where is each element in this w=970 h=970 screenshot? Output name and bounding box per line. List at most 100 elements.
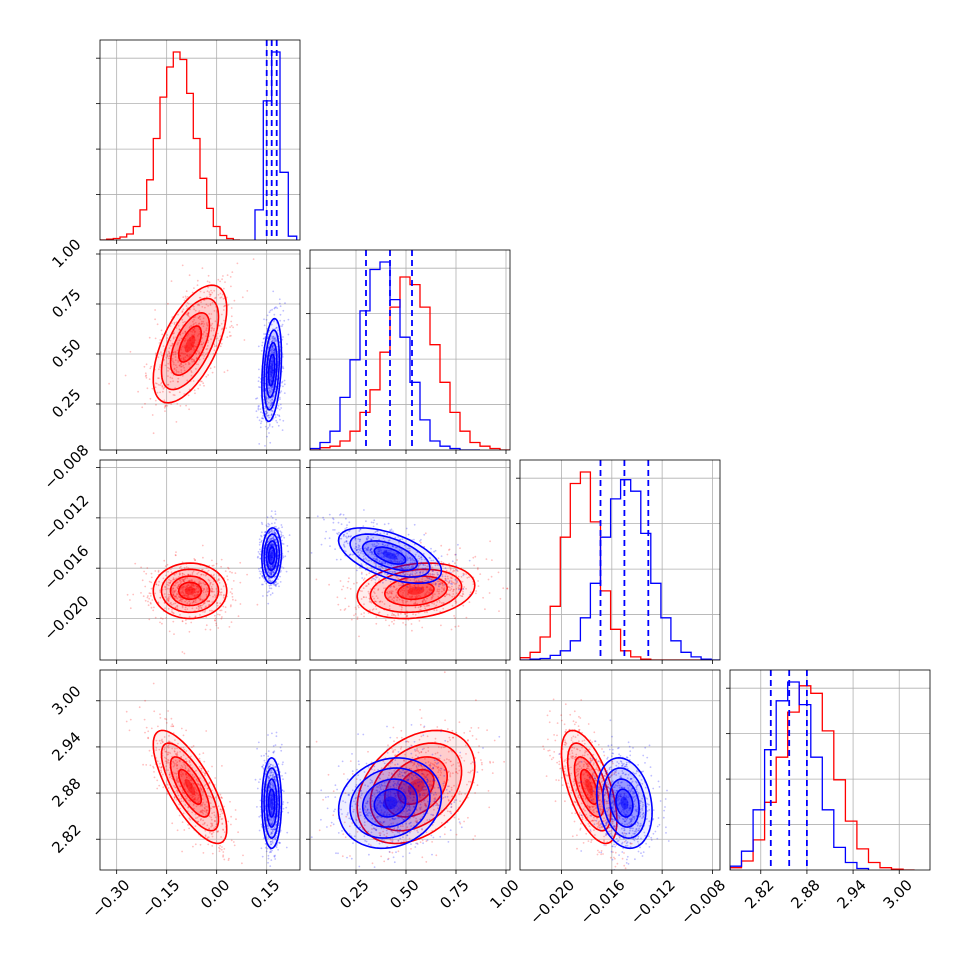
- red-sample-point: [201, 333, 204, 336]
- red-sample-point: [187, 573, 190, 576]
- red-sample-point: [455, 578, 457, 580]
- red-sample-point: [205, 327, 208, 330]
- red-sample-point: [168, 578, 170, 581]
- red-sample-point: [225, 327, 228, 330]
- red-sample-point: [230, 823, 232, 826]
- blue-sample-point: [272, 571, 275, 574]
- red-sample-point: [202, 317, 205, 320]
- blue-contour: [261, 317, 283, 423]
- blue-sample-point: [273, 349, 275, 352]
- red-sample-point: [239, 581, 242, 584]
- red-sample-point: [359, 590, 361, 592]
- red-sample-point: [164, 404, 167, 407]
- red-sample-point: [172, 594, 175, 597]
- red-sample-point: [171, 377, 174, 380]
- red-sample-point: [414, 572, 417, 575]
- red-sample-point: [346, 586, 349, 589]
- red-sample-point: [220, 313, 223, 316]
- red-sample-point: [369, 609, 371, 612]
- blue-sample-point: [269, 580, 272, 583]
- red-sample-point: [170, 580, 173, 582]
- red-sample-point: [182, 296, 185, 299]
- blue-sample-point: [278, 415, 281, 418]
- red-sample-point: [172, 361, 175, 364]
- blue-sample-point: [271, 571, 274, 574]
- blue-sample-point: [282, 543, 285, 545]
- blue-sample-point: [270, 571, 272, 573]
- red-sample-point: [171, 344, 174, 346]
- blue-sample-point: [434, 549, 437, 552]
- blue-sample-point: [338, 531, 340, 534]
- red-sample-point: [198, 351, 201, 354]
- blue-sample-point: [271, 348, 273, 351]
- red-sample-point: [178, 391, 181, 394]
- red-sample-point: [224, 304, 227, 307]
- red-sample-point: [369, 600, 372, 603]
- blue-sample-point: [263, 754, 265, 757]
- red-sample-point: [190, 374, 193, 377]
- blue-sample-point: [454, 553, 457, 556]
- red-sample-point: [182, 579, 184, 582]
- blue-sample-point: [260, 570, 263, 573]
- red-sample-point: [396, 558, 399, 561]
- blue-sample-point: [462, 588, 465, 590]
- red-sample-point: [153, 776, 156, 779]
- blue-sample-point: [270, 559, 272, 561]
- red-sample-point: [455, 592, 458, 595]
- red-sample-point: [191, 579, 193, 581]
- blue-sample-point: [281, 381, 283, 384]
- red-sample-point: [205, 329, 208, 331]
- red-sample-point: [211, 601, 214, 603]
- red-sample-point: [187, 394, 190, 397]
- red-sample-point: [169, 376, 172, 379]
- red-sample-point: [198, 753, 201, 756]
- red-sample-point: [184, 606, 187, 609]
- red-sample-point: [406, 615, 408, 617]
- red-sample-point: [234, 224, 236, 226]
- red-sample-point: [408, 586, 410, 589]
- red-sample-point: [172, 578, 175, 581]
- red-sample-point: [392, 623, 395, 625]
- blue-sample-point: [277, 404, 280, 407]
- red-sample-point: [475, 590, 478, 592]
- blue-sample-point: [279, 575, 281, 578]
- red-sample-point: [181, 606, 184, 609]
- blue-sample-point: [273, 531, 276, 533]
- red-sample-point: [395, 588, 397, 591]
- blue-sample-point: [270, 587, 273, 590]
- blue-sample-point: [361, 577, 364, 579]
- blue-sample-point: [260, 755, 263, 757]
- blue-sample-point: [274, 510, 277, 513]
- red-sample-point: [213, 590, 215, 593]
- red-sample-point: [199, 315, 201, 318]
- red-sample-point: [220, 322, 223, 325]
- blue-sample-point: [264, 531, 267, 533]
- blue-sample-point: [271, 564, 274, 567]
- red-sample-point: [214, 297, 216, 300]
- red-sample-point: [424, 594, 426, 597]
- red-sample-point: [154, 382, 157, 385]
- blue-sample-point: [271, 409, 273, 412]
- red-sample-point: [405, 615, 408, 618]
- red-sample-point: [391, 592, 393, 595]
- red-sample-point: [454, 562, 456, 565]
- red-sample-point: [213, 366, 216, 368]
- red-sample-point: [209, 295, 211, 298]
- red-sample-point: [430, 563, 432, 566]
- blue-sample-point: [271, 345, 274, 348]
- blue-sample-point: [268, 531, 271, 534]
- red-sample-point: [171, 822, 174, 825]
- red-sample-point: [178, 595, 180, 597]
- blue-sample-point: [320, 543, 323, 546]
- red-sample-point: [375, 608, 378, 610]
- blue-sample-point: [271, 358, 274, 361]
- blue-sample-point: [270, 573, 272, 576]
- red-sample-point: [167, 366, 169, 369]
- red-sample-point: [386, 614, 389, 616]
- red-sample-point: [237, 831, 240, 834]
- red-sample-point: [216, 602, 218, 605]
- red-sample-point: [142, 595, 145, 598]
- blue-sample-point: [332, 521, 335, 524]
- blue-sample-point: [266, 428, 269, 430]
- red-sample-point: [209, 628, 212, 631]
